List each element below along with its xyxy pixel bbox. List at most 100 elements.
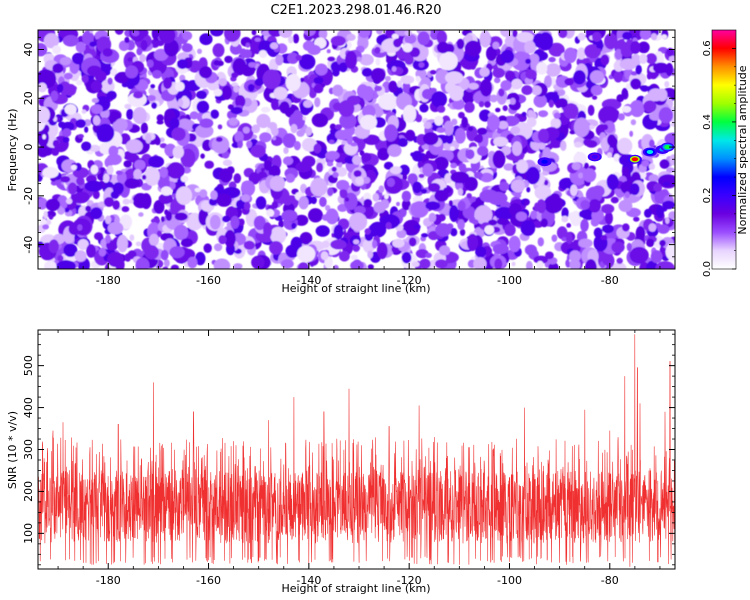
- spectrogram-cell: [556, 98, 568, 108]
- spectrogram-cell: [288, 35, 294, 44]
- spectrogram-x-tick-label: -80: [601, 274, 619, 287]
- spectrogram-cell: [333, 224, 344, 240]
- spectrogram-cell: [332, 68, 340, 77]
- spectrogram-cell: [228, 117, 239, 126]
- spectrogram-cell: [70, 164, 77, 171]
- spectrogram-cell: [269, 42, 279, 50]
- spectrogram-cell: [343, 192, 358, 210]
- spectrogram-cell: [611, 262, 627, 269]
- spectrogram-cell: [48, 214, 54, 220]
- spectrogram-cell: [574, 141, 583, 148]
- spectrogram-cell: [492, 243, 509, 255]
- spectrogram-cell: [199, 66, 213, 79]
- spectrogram-cell: [585, 259, 597, 269]
- spectrogram-cell: [596, 43, 604, 49]
- spectrogram-cell: [70, 191, 90, 204]
- spectrogram-cell: [600, 54, 610, 66]
- spectrogram-cell: [333, 264, 339, 269]
- spectrogram-cell: [94, 232, 103, 241]
- spectrogram-cell: [124, 103, 132, 110]
- spectrogram-cell: [222, 215, 231, 223]
- spectrogram-cell: [75, 79, 83, 86]
- spectrogram-cell: [148, 155, 165, 168]
- spectrogram-cell: [551, 234, 558, 242]
- spectrogram-cell: [401, 190, 412, 202]
- spectrogram-cell: [170, 264, 179, 269]
- spectrogram-cell: [263, 222, 272, 239]
- spectrogram-cell: [362, 238, 376, 253]
- spectrogram-cell: [363, 198, 372, 208]
- spectrogram-cell: [386, 56, 392, 64]
- spectrogram-hotspot: [664, 145, 671, 150]
- spectrogram-cell: [417, 31, 430, 46]
- spectrogram-cell: [423, 121, 432, 129]
- spectrogram-cell: [126, 79, 135, 90]
- spectrogram-cell: [81, 141, 92, 152]
- spectrogram-cell: [617, 137, 633, 155]
- snr-x-tick-label: -80: [601, 574, 619, 587]
- spectrogram-cell: [510, 126, 521, 135]
- spectrogram-cell: [487, 191, 508, 206]
- spectrogram-cell: [199, 33, 213, 46]
- spectrogram-cell: [639, 30, 652, 40]
- spectrogram-cell: [150, 218, 161, 224]
- spectrogram-cell: [419, 103, 429, 113]
- spectrogram-cell: [107, 251, 124, 267]
- spectrogram-cell: [144, 166, 160, 186]
- spectrogram-cell: [563, 103, 579, 119]
- spectrogram-cell: [626, 242, 632, 252]
- spectrogram-cell: [498, 88, 505, 97]
- spectrogram-cell: [196, 100, 210, 114]
- spectrogram-cell: [40, 218, 47, 226]
- spectrogram-cell: [141, 174, 147, 180]
- spectrogram-cell: [140, 39, 148, 51]
- spectrogram-cell: [385, 30, 394, 37]
- spectrogram-cell: [436, 30, 447, 45]
- spectrogram-cell: [616, 257, 623, 264]
- spectrogram-cell: [401, 199, 411, 211]
- spectrogram-cell: [331, 166, 337, 172]
- spectrogram-cell: [488, 219, 498, 226]
- spectrogram-cell: [357, 30, 371, 38]
- spectrogram-cell: [498, 115, 507, 123]
- spectrogram-cell: [226, 166, 235, 175]
- spectrogram-cell: [378, 93, 399, 111]
- spectrogram-cell: [422, 163, 434, 177]
- spectrogram-cell: [180, 238, 193, 248]
- spectrogram-cell: [121, 206, 130, 213]
- spectrogram-cell: [589, 70, 605, 84]
- spectrogram-cell: [208, 198, 218, 206]
- spectrogram-cell: [352, 244, 361, 252]
- spectrogram-cell: [545, 251, 554, 260]
- spectrogram-cell: [494, 258, 503, 269]
- spectrogram-cell: [570, 184, 578, 197]
- spectrogram-x-tick-label: -120: [397, 274, 422, 287]
- spectrogram-cell: [294, 214, 309, 226]
- spectrogram-cell: [578, 172, 584, 179]
- spectrogram-hotspot: [633, 158, 637, 161]
- spectrogram-cell: [68, 182, 77, 195]
- snr-panel: -180 -160 -140 -120 -100 -80 100 200 300 400 500 H…: [6, 329, 676, 595]
- spectrogram-cell: [63, 243, 78, 257]
- spectrogram-cell: [336, 167, 348, 177]
- spectrogram-cell: [468, 126, 474, 132]
- spectrogram-cell: [563, 47, 577, 64]
- spectrogram-cell: [504, 70, 516, 81]
- spectrogram-cell: [604, 211, 614, 225]
- spectrogram-cell: [664, 81, 670, 88]
- spectrogram-cell: [308, 208, 323, 223]
- spectrogram-cell: [435, 223, 452, 237]
- spectrogram-cell: [251, 124, 261, 134]
- spectrogram-cell: [123, 160, 132, 168]
- spectrogram-cell: [648, 223, 657, 232]
- spectrogram-cell: [174, 212, 188, 221]
- spectrogram-cell: [622, 223, 630, 232]
- spectrogram-cell: [138, 212, 144, 217]
- spectrogram-cell: [646, 238, 655, 248]
- spectrogram-cell: [230, 215, 240, 229]
- spectrogram-cell: [278, 219, 284, 228]
- spectrogram-cell: [327, 56, 336, 62]
- spectrogram-cell: [411, 150, 423, 162]
- spectrogram-cell: [655, 54, 664, 62]
- spectrogram-cell: [45, 198, 61, 212]
